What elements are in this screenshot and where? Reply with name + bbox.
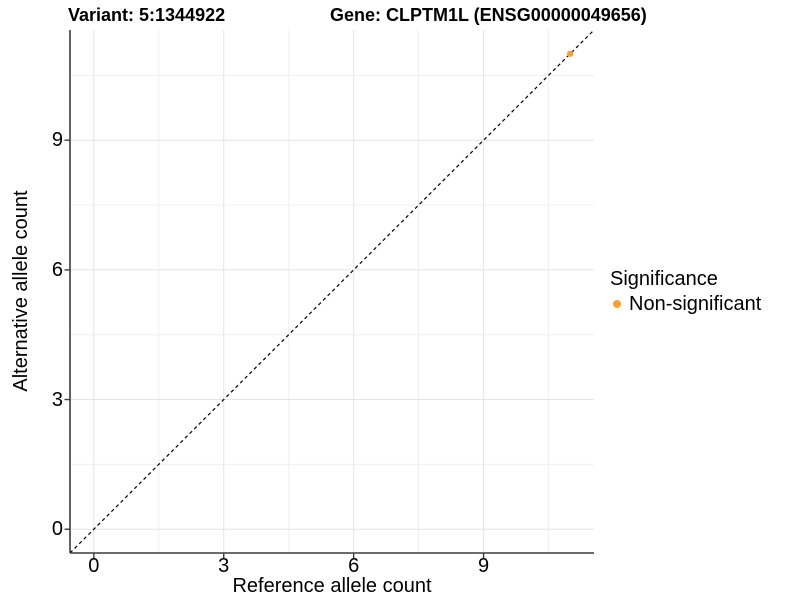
legend-entry-label: Non-significant [629,293,762,315]
y-tick-label: 0 [51,518,63,541]
y-tick-label: 9 [51,129,63,152]
y-tick-label: 3 [51,388,63,411]
legend-entry: Non-significant [610,292,761,316]
plot-title-variant: Variant: 5:1344922 [68,5,226,25]
legend-title: Significance [610,268,718,290]
data-point [566,50,574,57]
plot-panel [64,29,595,559]
x-axis-label: Reference allele count [232,575,432,597]
plot-title-gene: Gene: CLPTM1L (ENSG00000049656) [330,5,647,25]
y-axis-label: Alternative allele count [10,190,32,392]
x-tick-label: 0 [88,555,100,577]
x-tick-label: 9 [478,555,490,577]
legend: Significance Non-significant [610,268,761,316]
y-tick-label: 6 [51,258,63,281]
x-tick-label: 3 [218,555,230,577]
legend-point-icon [613,300,621,308]
identity-dashed-line [69,29,595,554]
x-tick-label: 6 [348,555,360,577]
